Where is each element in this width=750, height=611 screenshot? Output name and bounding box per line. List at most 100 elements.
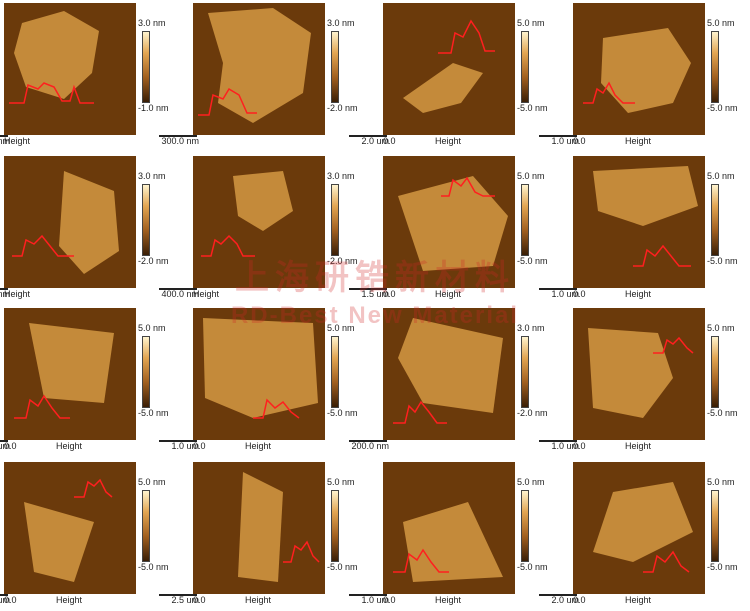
caption-left: 0.0 bbox=[193, 441, 206, 451]
height-color-bar bbox=[711, 31, 719, 103]
height-profile bbox=[583, 81, 635, 104]
afm-height-image bbox=[4, 308, 136, 440]
afm-height-image bbox=[383, 462, 515, 594]
color-bar-max: 5.0 nm bbox=[138, 323, 166, 333]
afm-height-image bbox=[193, 308, 325, 440]
afm-scan bbox=[193, 462, 325, 594]
afm-height-image bbox=[4, 156, 136, 288]
afm-scan bbox=[383, 156, 515, 288]
height-color-bar bbox=[521, 336, 529, 408]
graphene-flake bbox=[601, 28, 691, 113]
scale-bar bbox=[539, 594, 577, 596]
height-profile bbox=[198, 87, 257, 116]
afm-scan bbox=[573, 308, 705, 440]
graphene-flake bbox=[24, 502, 94, 582]
height-color-bar bbox=[521, 31, 529, 103]
caption-mid: Height bbox=[435, 595, 462, 605]
height-profile bbox=[438, 19, 495, 54]
color-bar-min: -2.0 nm bbox=[327, 256, 358, 266]
scale-label: 1.0 um bbox=[0, 441, 10, 451]
height-profile bbox=[14, 394, 70, 419]
afm-height-image bbox=[383, 156, 515, 288]
color-bar-max: 5.0 nm bbox=[707, 323, 735, 333]
scale-bar bbox=[0, 288, 8, 290]
caption-left: 0.0 bbox=[383, 289, 396, 299]
height-color-bar bbox=[142, 336, 150, 408]
afm-scan bbox=[193, 156, 325, 288]
height-color-bar bbox=[711, 184, 719, 256]
color-bar-max: 3.0 nm bbox=[138, 18, 166, 28]
color-bar-min: -5.0 nm bbox=[707, 103, 738, 113]
graphene-flake bbox=[593, 166, 698, 226]
scale-bar bbox=[0, 440, 8, 442]
scale-label: 1.0 um bbox=[361, 595, 389, 605]
afm-height-image bbox=[573, 462, 705, 594]
color-bar-min: -2.0 nm bbox=[138, 256, 169, 266]
scale-label: 400.0 nm bbox=[161, 289, 199, 299]
graphene-flake bbox=[208, 8, 311, 123]
scale-label: 600.0 nm bbox=[0, 136, 10, 146]
scale-bar bbox=[539, 135, 577, 137]
afm-height-image bbox=[193, 156, 325, 288]
afm-scan bbox=[383, 462, 515, 594]
color-bar-max: 5.0 nm bbox=[327, 477, 355, 487]
color-bar-max: 5.0 nm bbox=[138, 477, 166, 487]
scale-bar bbox=[539, 440, 577, 442]
graphene-flake bbox=[59, 171, 119, 274]
height-color-bar bbox=[331, 31, 339, 103]
graphene-flake bbox=[593, 482, 693, 562]
color-bar-max: 5.0 nm bbox=[707, 477, 735, 487]
height-profile bbox=[653, 336, 694, 354]
color-bar-min: -5.0 nm bbox=[707, 408, 738, 418]
caption-mid: Height bbox=[435, 289, 462, 299]
afm-scan bbox=[383, 308, 515, 440]
color-bar-min: -5.0 nm bbox=[327, 408, 358, 418]
color-bar-min: -2.0 nm bbox=[517, 408, 548, 418]
afm-scan bbox=[573, 156, 705, 288]
color-bar-min: -5.0 nm bbox=[138, 562, 169, 572]
scale-label: 300.0 nm bbox=[161, 136, 199, 146]
graphene-flake bbox=[14, 11, 99, 99]
scale-bar bbox=[349, 288, 387, 290]
height-profile bbox=[12, 234, 74, 257]
afm-height-image bbox=[573, 156, 705, 288]
scale-bar bbox=[159, 594, 197, 596]
afm-scan bbox=[383, 3, 515, 135]
afm-height-image bbox=[193, 3, 325, 135]
height-color-bar bbox=[521, 184, 529, 256]
height-color-bar bbox=[142, 31, 150, 103]
caption-mid: Height bbox=[56, 441, 83, 451]
color-bar-min: -5.0 nm bbox=[707, 562, 738, 572]
afm-scan bbox=[193, 3, 325, 135]
afm-height-image bbox=[383, 308, 515, 440]
height-profile bbox=[441, 176, 495, 197]
color-bar-max: 5.0 nm bbox=[707, 171, 735, 181]
afm-scan bbox=[573, 462, 705, 594]
scale-label: 3.0 um bbox=[0, 595, 10, 605]
color-bar-max: 3.0 nm bbox=[327, 171, 355, 181]
scale-bar bbox=[349, 594, 387, 596]
afm-scan bbox=[4, 308, 136, 440]
scale-bar bbox=[159, 288, 197, 290]
height-profile bbox=[201, 234, 255, 257]
afm-height-image bbox=[383, 3, 515, 135]
color-bar-max: 5.0 nm bbox=[707, 18, 735, 28]
graphene-flake bbox=[398, 176, 508, 271]
scale-label: 2.0 um bbox=[361, 136, 389, 146]
color-bar-max: 5.0 nm bbox=[327, 323, 355, 333]
color-bar-max: 5.0 nm bbox=[517, 477, 545, 487]
afm-scan bbox=[4, 3, 136, 135]
caption-mid: Height bbox=[435, 136, 462, 146]
caption-left: 0.0 bbox=[573, 136, 586, 146]
caption-left: Height bbox=[4, 289, 31, 299]
afm-height-image bbox=[573, 308, 705, 440]
caption-mid: Height bbox=[625, 289, 652, 299]
caption-left: 0.0 bbox=[383, 136, 396, 146]
graphene-flake bbox=[238, 472, 283, 582]
scale-label: 300.0 nm bbox=[0, 289, 10, 299]
height-color-bar bbox=[331, 184, 339, 256]
scale-label: 1.0 um bbox=[551, 289, 579, 299]
color-bar-min: -5.0 nm bbox=[327, 562, 358, 572]
caption-left: 0.0 bbox=[193, 595, 206, 605]
color-bar-max: 3.0 nm bbox=[327, 18, 355, 28]
